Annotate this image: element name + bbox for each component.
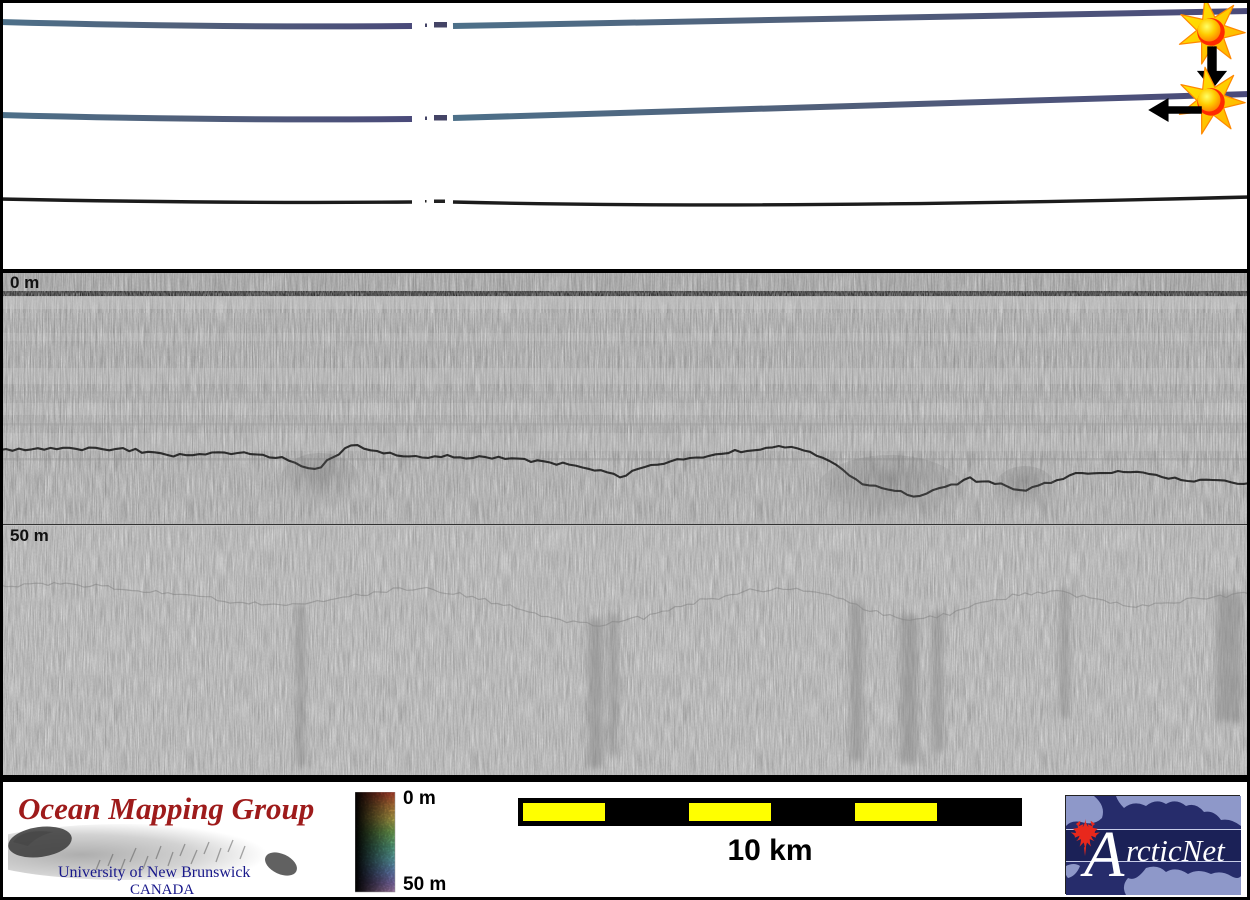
svg-text:0 m: 0 m: [10, 273, 39, 292]
svg-text:rcticNet: rcticNet: [1126, 833, 1226, 868]
svg-text:50 m: 50 m: [10, 526, 49, 545]
svg-text:University of New Brunswick: University of New Brunswick: [58, 864, 250, 881]
svg-text:CANADA: CANADA: [130, 882, 194, 898]
svg-text:Ocean Mapping Group: Ocean Mapping Group: [18, 791, 314, 826]
svg-text:A: A: [1080, 818, 1125, 891]
